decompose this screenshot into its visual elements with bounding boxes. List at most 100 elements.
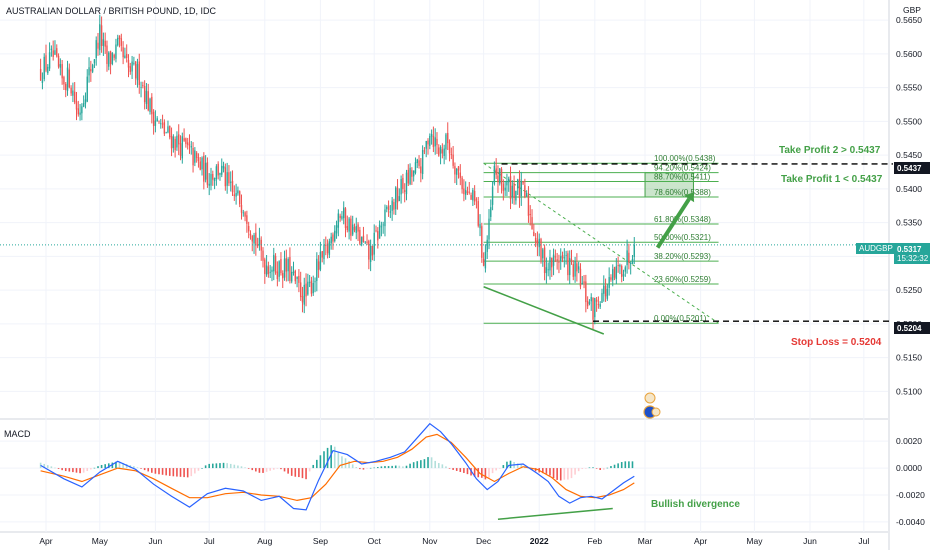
macd-histogram-bar: [592, 467, 594, 469]
macd-histogram-bar: [567, 468, 569, 480]
candle-body: [371, 245, 374, 256]
candle-body: [289, 256, 291, 281]
macd-histogram-bar: [301, 468, 304, 479]
macd-histogram-bar: [229, 463, 232, 469]
candle-body: [463, 188, 465, 195]
candle-body: [628, 252, 630, 263]
macd-histogram-bar: [409, 463, 411, 469]
macd-histogram-bar: [405, 465, 408, 469]
fib-level-label: 61.80%(0.5348): [654, 215, 711, 224]
macd-histogram-bar: [258, 468, 261, 473]
candle-body: [529, 213, 531, 215]
candle-body: [262, 250, 264, 261]
candle-body: [151, 96, 153, 115]
macd-histogram-bar: [90, 468, 92, 470]
candle-body: [287, 258, 289, 272]
candle-body: [48, 52, 51, 69]
macd-histogram-bar: [481, 468, 483, 478]
stop-loss-label: Stop Loss = 0.5204: [791, 337, 882, 348]
candle-body: [45, 55, 47, 71]
candle-body: [588, 302, 591, 304]
candle-body: [82, 103, 85, 107]
candle-body: [619, 265, 621, 267]
candle-body: [621, 266, 623, 277]
candle-body: [603, 285, 605, 294]
take-profit-2-text: Take Profit 2 > 0.5437: [779, 145, 881, 156]
candle-body: [161, 123, 164, 125]
candle-body: [622, 274, 625, 277]
candle-body: [206, 162, 209, 185]
macd-histogram-bar: [430, 457, 433, 469]
candle-body: [461, 177, 463, 190]
macd-histogram-bar: [147, 468, 150, 472]
candle-body: [285, 258, 288, 272]
price-tick-label: 0.5500: [896, 116, 922, 126]
candle-body: [434, 137, 436, 147]
candle-body: [613, 267, 616, 278]
candle-body: [204, 162, 207, 180]
fib-level-label: 38.20%(0.5293): [654, 252, 711, 261]
candle-body: [118, 35, 121, 40]
candle-body: [375, 230, 377, 232]
price-tick-label: 0.5250: [896, 285, 922, 295]
macd-histogram-bar: [115, 461, 117, 469]
candle-body: [147, 91, 149, 111]
candle-body: [448, 142, 451, 154]
candle-body: [326, 243, 329, 254]
candle-body: [490, 207, 492, 217]
candle-body: [579, 268, 582, 287]
candle-body: [479, 223, 481, 229]
macd-histogram-bar: [398, 465, 401, 469]
candle-body: [421, 150, 424, 175]
candle-body: [341, 216, 343, 219]
candle-body: [59, 64, 62, 68]
price-tick-label: 0.5400: [896, 184, 922, 194]
macd-histogram-bar: [75, 468, 78, 473]
forecast-arrow-shaft: [655, 197, 691, 249]
chart-title: AUSTRALIAN DOLLAR / BRITISH POUND, 1D, I…: [6, 6, 217, 16]
candle-body: [396, 187, 399, 203]
macd-histogram-bar: [233, 464, 236, 469]
candle-body: [631, 258, 634, 264]
macd-histogram-bar: [222, 462, 225, 469]
candle-body: [231, 180, 234, 193]
candle-body: [495, 168, 497, 175]
candle-body: [608, 277, 610, 288]
macd-histogram-bar: [190, 468, 193, 477]
take-profit-2-label: Take Profit 2 > 0.5437: [779, 145, 881, 156]
macd-histogram-bar: [434, 460, 436, 469]
macd-histogram-bar: [549, 468, 551, 476]
macd-histogram-bar: [276, 468, 279, 469]
candle-body: [595, 299, 598, 302]
macd-histogram-bar: [305, 468, 307, 480]
macd-histogram-bar: [416, 461, 419, 469]
candle-body: [90, 69, 92, 72]
candle-body: [310, 280, 313, 294]
macd-histogram-bar: [509, 460, 512, 469]
candle-body: [386, 207, 388, 209]
candle-body: [617, 265, 619, 267]
fib-level-label: 100.00%(0.5438): [654, 154, 716, 163]
candle-body: [215, 166, 218, 180]
candle-body: [470, 195, 472, 200]
candle-body: [484, 251, 487, 269]
macd-histogram-bar: [620, 462, 623, 469]
candle-body: [271, 269, 273, 272]
candle-body: [556, 259, 558, 261]
candle-body: [359, 229, 361, 244]
candle-body: [384, 209, 386, 227]
macd-histogram-bar: [172, 468, 175, 477]
candle-body: [464, 190, 467, 195]
candle-body: [185, 138, 187, 145]
macd-histogram-bar: [111, 462, 114, 469]
candle-body: [140, 87, 142, 88]
candle-body: [138, 61, 140, 85]
macd-histogram-bar: [176, 468, 178, 477]
candle-body: [317, 261, 320, 270]
candle-body: [56, 48, 58, 57]
candle-body: [402, 177, 404, 190]
target-zone: [644, 172, 694, 198]
macd-histogram-bar: [79, 468, 81, 474]
macd-histogram-bar: [355, 467, 358, 469]
candle-body: [93, 59, 96, 64]
